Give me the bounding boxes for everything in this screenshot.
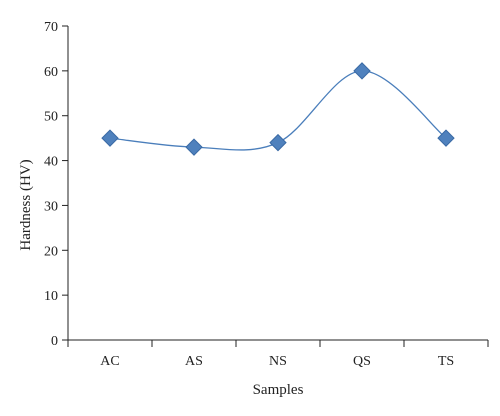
y-tick-label: 10 — [44, 289, 58, 304]
x-tick-label: AC — [100, 354, 119, 369]
x-tick-label: TS — [438, 354, 454, 369]
y-tick-label: 0 — [51, 334, 58, 349]
data-point-marker — [269, 133, 287, 152]
x-axis-title: Samples — [253, 382, 304, 398]
y-tick-label: 50 — [44, 110, 58, 125]
x-axis: AC AS NS QS TS — [67, 339, 489, 369]
x-tick-label: QS — [353, 354, 371, 369]
x-tick-label: AS — [185, 354, 203, 369]
x-tick-label: NS — [269, 354, 287, 369]
y-tick-label: 40 — [44, 155, 58, 170]
data-point-marker — [101, 129, 119, 147]
data-point-marker — [353, 62, 371, 80]
y-tick-label: 70 — [44, 20, 58, 35]
y-tick-label: 60 — [44, 65, 58, 80]
series-markers — [101, 62, 455, 156]
y-axis-title: Hardness (HV) — [18, 159, 34, 250]
data-point-marker — [437, 129, 455, 147]
y-tick-label: 30 — [44, 199, 58, 214]
y-axis: 0 10 20 30 40 50 60 70 — [44, 20, 69, 349]
y-tick-label: 20 — [44, 244, 58, 259]
data-point-marker — [185, 138, 203, 156]
